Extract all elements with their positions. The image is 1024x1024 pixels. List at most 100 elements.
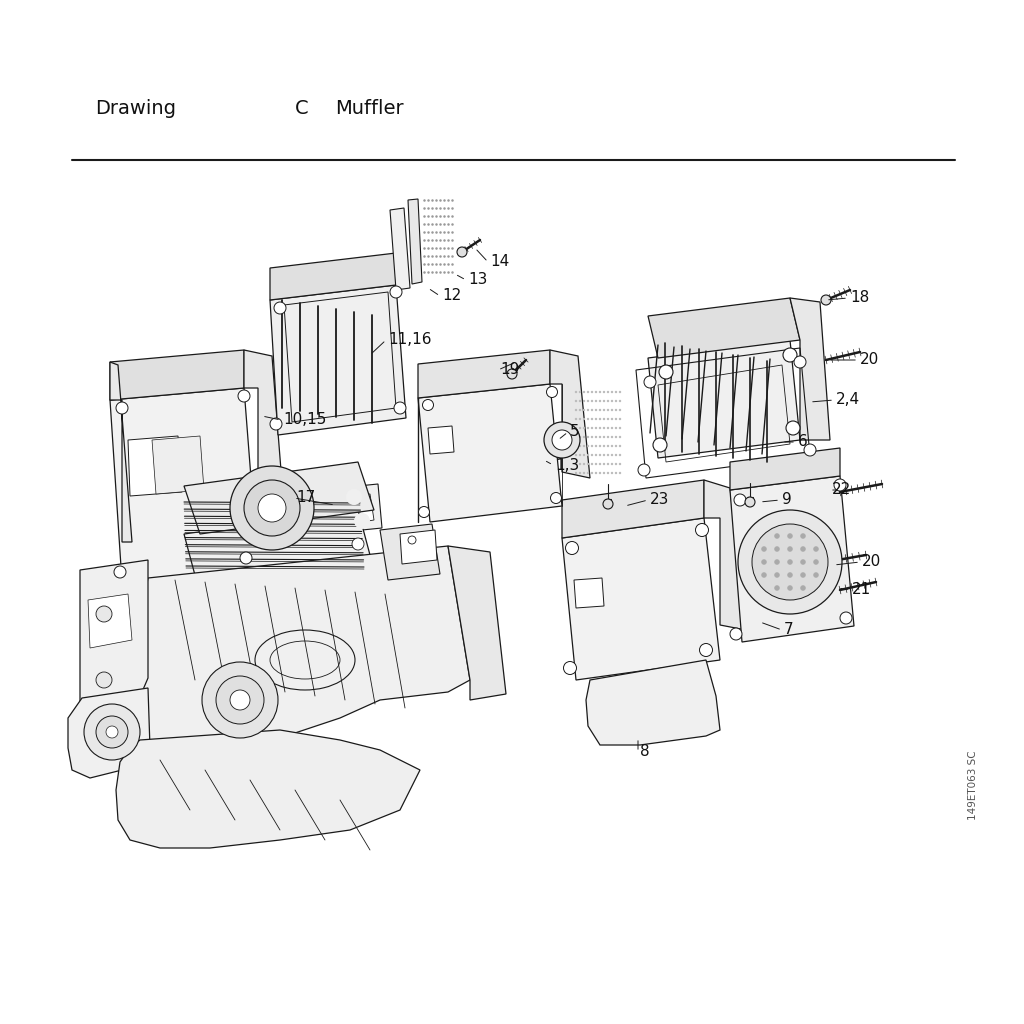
Text: 14: 14 [490, 255, 509, 269]
Text: 21: 21 [852, 583, 871, 597]
Circle shape [591, 409, 593, 412]
Circle shape [457, 247, 467, 257]
Circle shape [801, 586, 806, 591]
Circle shape [618, 454, 622, 457]
Polygon shape [550, 350, 590, 478]
Circle shape [579, 427, 582, 429]
Circle shape [96, 672, 112, 688]
Circle shape [587, 418, 589, 420]
Circle shape [614, 427, 617, 429]
Circle shape [787, 586, 793, 591]
Polygon shape [730, 449, 840, 490]
Circle shape [587, 409, 589, 412]
Circle shape [738, 510, 842, 614]
Circle shape [579, 399, 582, 402]
Text: 6: 6 [798, 434, 808, 450]
Circle shape [618, 391, 622, 393]
Polygon shape [390, 208, 410, 290]
Text: C: C [295, 98, 308, 118]
Circle shape [591, 391, 593, 393]
Circle shape [695, 523, 709, 537]
Circle shape [547, 386, 557, 397]
Circle shape [583, 472, 585, 474]
Circle shape [544, 422, 580, 458]
Circle shape [603, 499, 613, 509]
Circle shape [610, 444, 613, 447]
Circle shape [610, 436, 613, 438]
Polygon shape [270, 285, 406, 435]
Polygon shape [68, 688, 150, 778]
Circle shape [394, 402, 406, 414]
Polygon shape [790, 298, 830, 440]
Circle shape [610, 472, 613, 474]
Circle shape [84, 705, 140, 760]
Polygon shape [418, 384, 562, 522]
Circle shape [408, 536, 416, 544]
Circle shape [599, 444, 601, 447]
Circle shape [595, 472, 597, 474]
Circle shape [551, 493, 561, 504]
Circle shape [591, 444, 593, 447]
Polygon shape [110, 350, 244, 400]
Polygon shape [586, 660, 720, 745]
Circle shape [354, 513, 370, 529]
Circle shape [352, 538, 364, 550]
Circle shape [595, 454, 597, 457]
Circle shape [607, 472, 609, 474]
Circle shape [579, 391, 582, 393]
Circle shape [579, 454, 582, 457]
Circle shape [614, 436, 617, 438]
Circle shape [270, 418, 282, 430]
Circle shape [734, 494, 746, 506]
Circle shape [346, 489, 362, 505]
Circle shape [794, 356, 806, 368]
Circle shape [230, 690, 250, 710]
Circle shape [644, 376, 656, 388]
Text: 5: 5 [570, 425, 580, 439]
Text: 10,15: 10,15 [283, 413, 327, 427]
Polygon shape [449, 546, 506, 700]
Circle shape [607, 409, 609, 412]
Polygon shape [705, 480, 746, 630]
Circle shape [583, 436, 585, 438]
Circle shape [813, 547, 818, 552]
Text: 7: 7 [784, 623, 794, 638]
Text: 20: 20 [860, 352, 880, 368]
Circle shape [579, 472, 582, 474]
Circle shape [599, 409, 601, 412]
Circle shape [574, 463, 578, 465]
Circle shape [607, 399, 609, 402]
Circle shape [116, 402, 128, 414]
Circle shape [603, 418, 605, 420]
Circle shape [574, 427, 578, 429]
Circle shape [730, 628, 742, 640]
Circle shape [258, 494, 286, 522]
Circle shape [610, 463, 613, 465]
Circle shape [614, 444, 617, 447]
Circle shape [787, 534, 793, 539]
Circle shape [653, 438, 667, 452]
Circle shape [762, 547, 767, 552]
Circle shape [595, 418, 597, 420]
Polygon shape [428, 426, 454, 454]
Circle shape [587, 436, 589, 438]
Polygon shape [80, 560, 148, 730]
Text: 149ET063 SC: 149ET063 SC [968, 751, 978, 820]
Text: 23: 23 [650, 493, 670, 508]
Circle shape [821, 295, 831, 305]
Polygon shape [110, 362, 132, 542]
Circle shape [762, 559, 767, 564]
Circle shape [801, 534, 806, 539]
Polygon shape [110, 388, 258, 582]
Circle shape [595, 444, 597, 447]
Circle shape [591, 427, 593, 429]
Circle shape [390, 286, 402, 298]
Text: 8: 8 [640, 744, 649, 760]
Circle shape [587, 444, 589, 447]
Circle shape [607, 418, 609, 420]
Circle shape [583, 444, 585, 447]
Circle shape [774, 572, 779, 578]
Circle shape [618, 436, 622, 438]
Circle shape [583, 427, 585, 429]
Circle shape [583, 391, 585, 393]
